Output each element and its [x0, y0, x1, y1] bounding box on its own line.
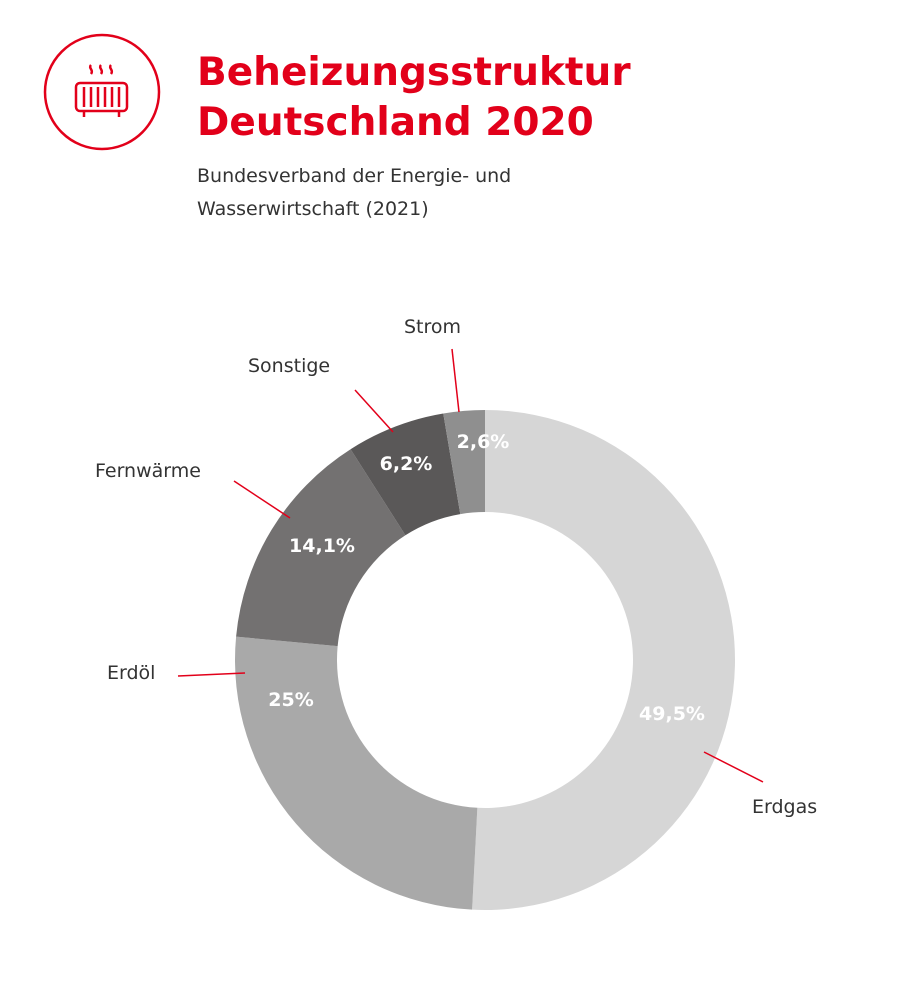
label-sonstige: Sonstige — [248, 355, 331, 377]
leader-fernwaerme — [233, 480, 291, 519]
slice-fernwärme — [236, 449, 406, 647]
leader-erdgas — [703, 751, 764, 783]
leader-strom — [451, 348, 460, 413]
value-strom: 2,6% — [456, 431, 510, 453]
label-fernwaerme: Fernwärme — [95, 460, 201, 482]
value-fernwaerme: 14,1% — [289, 535, 355, 557]
slice-sonstige — [350, 413, 461, 536]
leader-lines — [177, 348, 764, 783]
leader-sonstige — [354, 389, 394, 433]
value-sonstige: 6,2% — [379, 453, 433, 475]
value-erdoel: 25% — [268, 689, 314, 711]
slice-erdgas — [472, 410, 736, 911]
radiator-icon — [43, 33, 161, 151]
page-title: Beheizungsstruktur Deutschland 2020 — [197, 50, 631, 145]
slice-erdöl — [235, 636, 478, 910]
label-erdoel: Erdöl — [107, 662, 156, 684]
source-text: Bundesverband der Energie- und Wasserwirt… — [197, 165, 512, 220]
label-strom: Strom — [404, 316, 462, 338]
value-erdgas: 49,5% — [639, 703, 705, 725]
label-erdgas: Erdgas — [752, 796, 818, 818]
leader-erdoel — [177, 672, 246, 677]
slice-strom — [443, 410, 485, 515]
